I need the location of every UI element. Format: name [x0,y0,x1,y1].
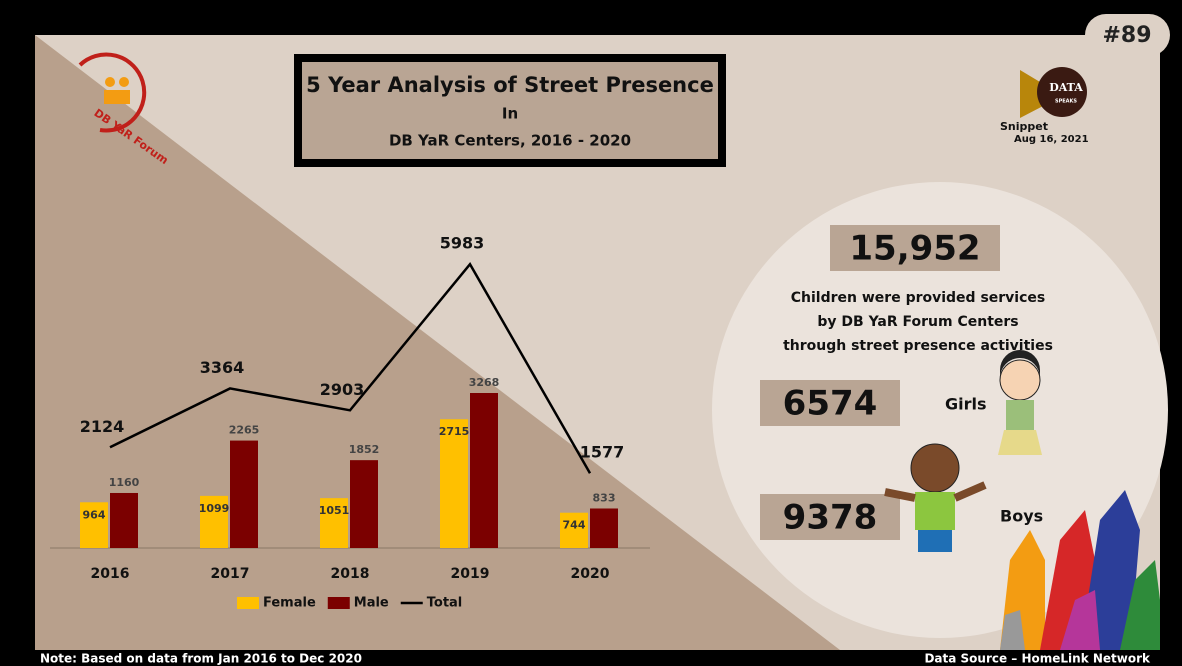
bar-value-label: 2265 [229,424,260,437]
boy-shirt [915,492,955,530]
page: {"badge": "#89", "logo": "DB YaR Forum",… [0,0,1182,666]
girl-top [1006,400,1034,430]
bar [440,419,468,548]
bar [590,508,618,548]
bar-value-label: 1099 [199,502,230,515]
boys-label: Boys [1000,507,1043,526]
infographic: #89 DB YaR Forum 5 Year Analysis of Stre… [0,0,1182,666]
bar-value-label: 3268 [469,376,500,389]
bar-value-label: 833 [593,491,616,504]
snippet-label: Snippet [1000,120,1048,133]
boy-head [911,444,959,492]
bar-value-label: 1852 [349,443,380,456]
bar-value-label: 1051 [319,504,350,517]
girl-skirt [998,430,1042,455]
source: Data Source – HomeLink Network [924,652,1151,666]
total-value: 15,952 [849,229,980,269]
bar [230,441,258,548]
x-tick-label: 2020 [571,566,610,582]
legend-swatch [237,597,259,609]
bar-value-label: 964 [83,508,106,521]
chart-title: 5 Year Analysis of Street Presence [306,73,714,97]
description-line: Children were provided services [791,290,1045,306]
badge: #89 [1102,23,1151,48]
note: Note: Based on data from Jan 2016 to Dec… [40,652,362,666]
chart-subtitle: In [502,105,518,123]
line-value-label: 2124 [80,417,125,436]
girls-label: Girls [945,395,987,414]
chart-caption: DB YaR Centers, 2016 - 2020 [389,132,631,150]
brand-name: DATA [1049,81,1083,94]
legend-label: Female [263,596,316,611]
bar-value-label: 744 [563,519,586,532]
boys-value: 9378 [783,498,878,538]
description-line: by DB YaR Forum Centers [817,314,1018,330]
logo-figure [119,77,129,87]
logo-figure [104,90,130,104]
boy-shorts [918,530,952,552]
girls-value: 6574 [783,384,878,424]
line-value-label: 5983 [440,234,485,253]
legend-label: Male [354,596,389,611]
line-value-label: 1577 [580,443,625,462]
line-value-label: 3364 [200,358,245,377]
x-tick-label: 2016 [91,566,130,582]
line-value-label: 2903 [320,380,365,399]
bar [110,493,138,548]
x-tick-label: 2017 [211,566,250,582]
girl-head [1000,360,1040,400]
legend-swatch [328,597,350,609]
x-tick-label: 2019 [451,566,490,582]
x-tick-label: 2018 [331,566,370,582]
bar [350,460,378,548]
snippet-date: Aug 16, 2021 [1014,134,1089,145]
legend-label: Total [427,596,463,611]
bar-value-label: 1160 [109,476,140,489]
bar-value-label: 2715 [439,425,470,438]
bar [470,393,498,548]
brand-tagline: SPEAKS [1055,99,1077,105]
logo-figure [105,77,115,87]
